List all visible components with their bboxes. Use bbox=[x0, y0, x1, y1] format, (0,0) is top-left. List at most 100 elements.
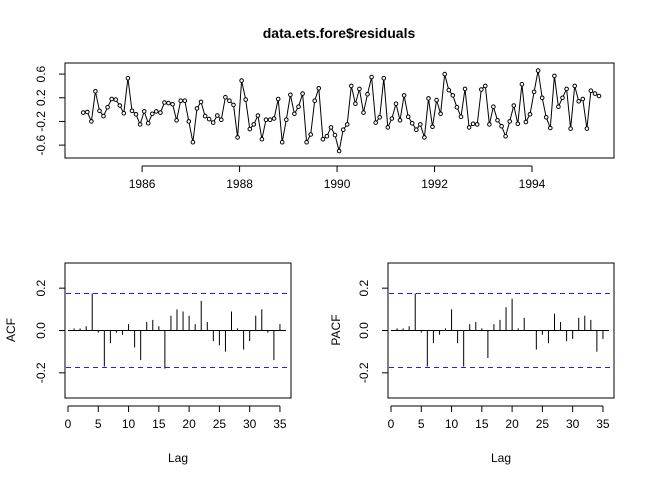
data-point bbox=[564, 86, 569, 92]
data-point bbox=[198, 99, 204, 105]
data-point bbox=[438, 111, 443, 117]
data-point bbox=[137, 122, 143, 127]
data-point bbox=[499, 123, 504, 129]
data-point bbox=[418, 122, 423, 127]
x-tick-label: 1986 bbox=[129, 177, 156, 191]
data-point bbox=[308, 132, 314, 137]
data-point bbox=[158, 110, 163, 115]
pacf-bars bbox=[389, 292, 613, 369]
data-point bbox=[596, 93, 602, 99]
data-point bbox=[89, 119, 94, 124]
data-point bbox=[369, 74, 374, 80]
data-point bbox=[190, 139, 196, 145]
data-point bbox=[361, 110, 366, 115]
x-tick-label: 10 bbox=[445, 417, 459, 431]
data-point bbox=[426, 96, 431, 101]
data-point bbox=[178, 98, 183, 103]
data-point bbox=[393, 101, 399, 106]
data-point bbox=[548, 125, 553, 131]
data-point bbox=[328, 125, 334, 130]
data-point bbox=[145, 120, 151, 126]
data-point bbox=[458, 114, 464, 119]
data-point bbox=[113, 97, 118, 102]
data-point bbox=[275, 96, 281, 102]
x-tick-label: 0 bbox=[65, 417, 72, 431]
data-point bbox=[288, 92, 293, 98]
data-point bbox=[93, 89, 98, 94]
data-point bbox=[219, 117, 224, 122]
data-point bbox=[267, 117, 273, 122]
data-point bbox=[385, 125, 391, 130]
data-point bbox=[507, 119, 513, 124]
y-tick-label: 0.0 bbox=[357, 322, 371, 339]
x-tick-label: 1992 bbox=[421, 177, 448, 191]
data-point bbox=[101, 113, 106, 119]
data-point bbox=[150, 111, 155, 117]
x-tick-label: 25 bbox=[213, 417, 227, 431]
data-point bbox=[527, 112, 533, 117]
data-point bbox=[535, 68, 541, 73]
chart-title: data.ets.fore$residuals bbox=[263, 25, 416, 41]
data-point bbox=[340, 127, 346, 132]
data-point bbox=[539, 95, 545, 101]
data-point bbox=[434, 97, 439, 103]
data-point bbox=[556, 104, 561, 109]
data-point bbox=[162, 100, 167, 105]
data-point bbox=[474, 122, 480, 127]
data-point bbox=[491, 104, 496, 109]
data-point bbox=[109, 96, 114, 102]
data-point bbox=[85, 109, 90, 115]
data-point bbox=[543, 115, 549, 120]
x-tick-label: 35 bbox=[273, 417, 287, 431]
data-point bbox=[381, 75, 387, 81]
data-point bbox=[247, 126, 253, 132]
x-tick-label: 5 bbox=[95, 417, 102, 431]
data-point bbox=[466, 125, 472, 130]
data-point bbox=[117, 103, 123, 108]
data-point bbox=[332, 132, 338, 138]
data-point bbox=[450, 93, 456, 98]
acf-bars bbox=[66, 292, 290, 369]
data-point bbox=[568, 126, 573, 131]
data-point bbox=[324, 133, 330, 139]
data-point bbox=[312, 98, 318, 103]
data-point bbox=[182, 98, 188, 103]
data-point bbox=[125, 75, 131, 81]
data-point bbox=[454, 104, 460, 110]
data-point bbox=[194, 106, 200, 111]
x-tick-label: 30 bbox=[566, 417, 580, 431]
data-point bbox=[584, 126, 590, 131]
data-point bbox=[515, 121, 521, 127]
x-axis-label: Lag bbox=[491, 451, 511, 465]
data-point bbox=[483, 83, 488, 89]
x-tick-label: 1990 bbox=[324, 177, 351, 191]
data-point bbox=[409, 120, 415, 126]
acf-panel: -0.2 0.0 0.2 0 5 10 15 20 25 30 35 Lag ACF bbox=[4, 262, 292, 465]
data-point bbox=[154, 109, 159, 114]
data-point bbox=[572, 83, 578, 89]
data-point bbox=[357, 86, 362, 92]
data-point bbox=[511, 103, 517, 108]
data-point bbox=[304, 139, 309, 145]
data-point bbox=[588, 88, 594, 93]
data-point bbox=[320, 136, 326, 142]
y-tick-label: 0.0 bbox=[34, 322, 48, 339]
data-point bbox=[414, 127, 419, 132]
data-point bbox=[580, 96, 586, 102]
data-point bbox=[170, 102, 175, 107]
data-point bbox=[344, 122, 350, 127]
y-tick-label: -0.6 bbox=[34, 134, 48, 155]
data-point bbox=[442, 71, 448, 77]
data-point bbox=[373, 120, 379, 125]
x-tick-label: 15 bbox=[152, 417, 166, 431]
y-tick-label: -0.2 bbox=[34, 362, 48, 383]
plot-frame bbox=[64, 62, 615, 159]
x-axis: 0 5 10 15 20 25 30 35 bbox=[388, 405, 610, 431]
y-axis: -0.2 0.0 0.2 bbox=[357, 280, 388, 383]
data-point bbox=[576, 99, 582, 104]
data-point bbox=[284, 117, 289, 122]
x-tick-label: 5 bbox=[418, 417, 425, 431]
data-point bbox=[462, 86, 468, 92]
y-tick-label: -0.2 bbox=[34, 111, 48, 132]
